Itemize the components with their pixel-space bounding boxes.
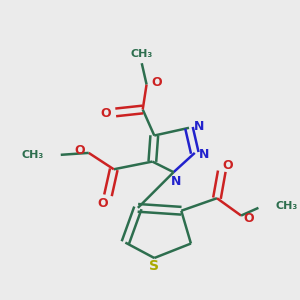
Text: N: N — [199, 148, 210, 161]
Text: S: S — [149, 259, 159, 273]
Text: CH₃: CH₃ — [130, 49, 153, 58]
Text: O: O — [75, 143, 85, 157]
Text: CH₃: CH₃ — [276, 201, 298, 211]
Text: CH₃: CH₃ — [21, 150, 44, 160]
Text: O: O — [222, 159, 233, 172]
Text: N: N — [171, 175, 182, 188]
Text: O: O — [97, 196, 107, 209]
Text: O: O — [151, 76, 161, 89]
Text: N: N — [194, 120, 204, 134]
Text: O: O — [244, 212, 254, 225]
Text: O: O — [101, 107, 111, 120]
